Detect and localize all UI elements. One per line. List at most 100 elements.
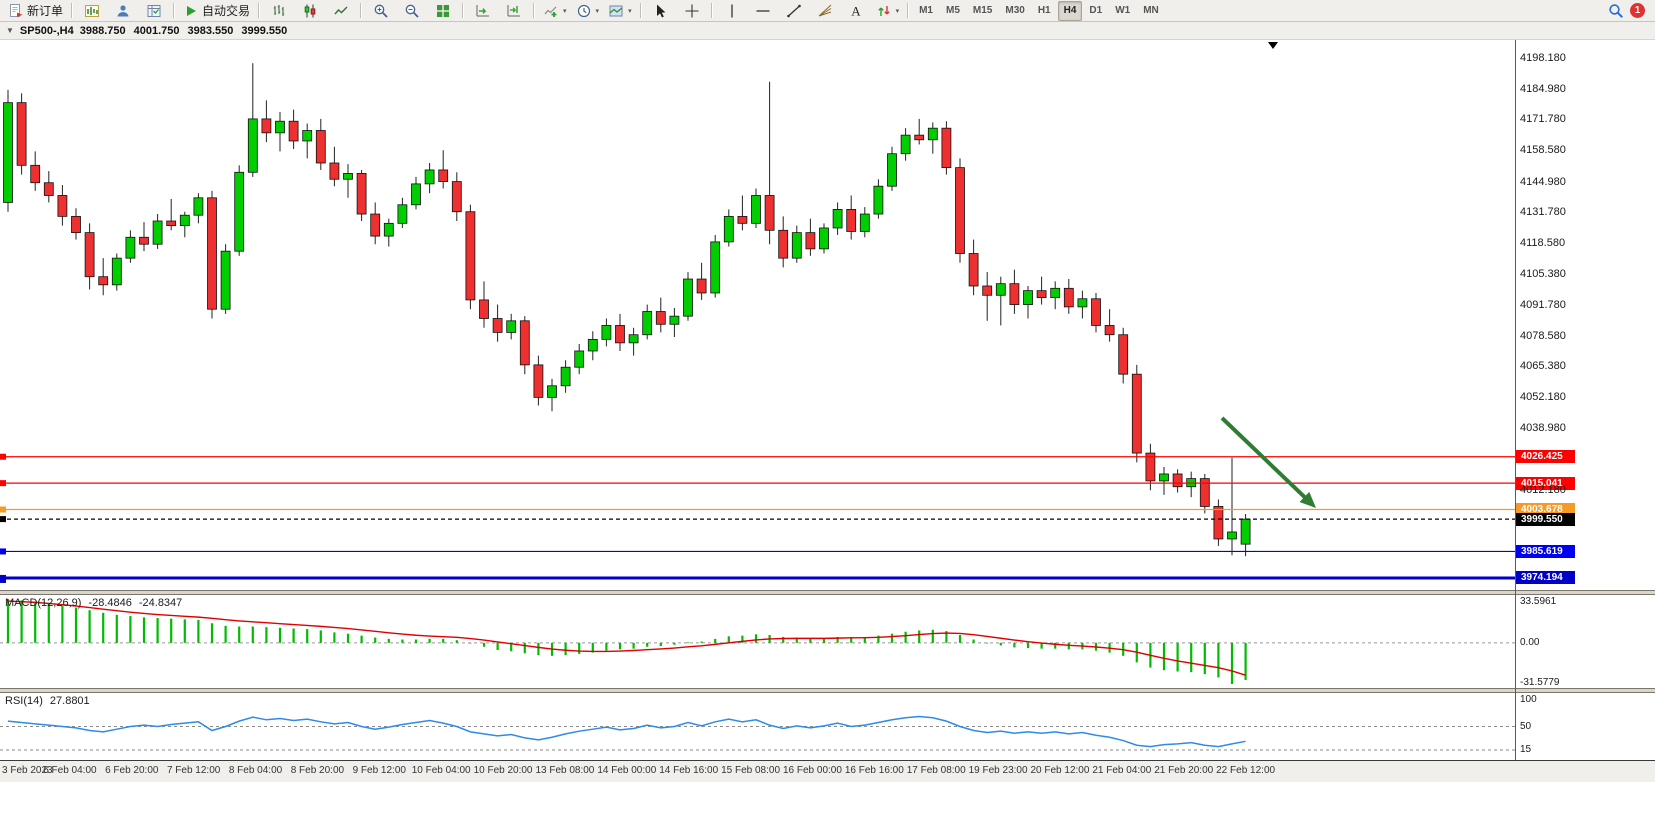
autotrading-button[interactable]: 自动交易 — [179, 0, 254, 22]
timeframe-button-h4[interactable]: H4 — [1057, 0, 1083, 21]
search-icon[interactable] — [1608, 3, 1624, 19]
timeframe-button-m30[interactable]: M30 — [1005, 5, 1025, 16]
time-axis-label: 6 Feb 04:00 — [43, 765, 97, 776]
macd-label: MACD(12,26,9) -28.4846 -24.8347 — [5, 597, 183, 609]
time-axis-label: 16 Feb 00:00 — [782, 765, 842, 776]
line-chart-mode-button[interactable] — [326, 0, 356, 22]
time-axis-label: 22 Feb 12:00 — [1216, 765, 1276, 776]
zoom-in-icon — [374, 4, 388, 18]
price-line-label: 4003.678 — [1516, 503, 1575, 517]
market-watch-button[interactable] — [139, 0, 169, 22]
timeframe-button-h1[interactable]: H1 — [1037, 5, 1051, 16]
arrow-tools-icon — [877, 5, 890, 16]
macd-scale-label: 33.5961 — [1520, 596, 1557, 607]
trendline-button[interactable] — [779, 0, 809, 22]
bar-chart-mode-button[interactable] — [264, 0, 294, 22]
candlestick-chart-icon — [304, 4, 316, 17]
toolbar-separator — [71, 3, 74, 18]
time-axis-label: 14 Feb 00:00 — [597, 765, 657, 776]
text-tool-button[interactable]: A — [841, 0, 871, 22]
market-watch-icon — [147, 4, 161, 17]
price-scale-label: 4091.780 — [1520, 299, 1566, 312]
price-scale-label: 4038.980 — [1520, 421, 1566, 434]
rsi-pane[interactable] — [0, 693, 1515, 760]
pane-separator[interactable] — [0, 688, 1655, 693]
candlestick-mode-button[interactable] — [295, 0, 325, 22]
timeframe-button-mn[interactable]: MN — [1143, 5, 1159, 16]
toolbar-right: 1 — [1608, 3, 1651, 19]
time-axis-label: 21 Feb 04:00 — [1092, 765, 1152, 776]
arrow-tools-button[interactable]: ▾ — [872, 0, 904, 22]
svg-text:A: A — [851, 3, 861, 18]
candles-layer — [3, 63, 1251, 557]
close-value: 3999.550 — [241, 24, 288, 37]
dropdown-caret-icon: ▾ — [595, 7, 600, 15]
time-axis-label: 8 Feb 20:00 — [290, 765, 345, 776]
time-axis-label: 14 Feb 16:00 — [659, 765, 719, 776]
time-axis[interactable]: 3 Feb 2023 6 Feb 04:00 6 Feb 20:00 7 Feb 12… — [0, 760, 1655, 782]
autotrading-label: 自动交易 — [202, 4, 251, 18]
timeframe-button-d1[interactable]: D1 — [1089, 5, 1103, 16]
fibonacci-button[interactable] — [810, 0, 840, 22]
vertical-line-button[interactable] — [717, 0, 747, 22]
templates-icon — [609, 5, 623, 16]
periods-button[interactable]: ▾ — [572, 0, 604, 22]
price-scale-divider — [1515, 40, 1516, 760]
time-axis-label: 19 Feb 23:00 — [968, 765, 1028, 776]
chart-shift-marker-icon[interactable] — [1268, 42, 1278, 49]
timeframe-button-m15[interactable]: M15 — [972, 5, 993, 16]
text-icon: A — [851, 3, 861, 18]
time-axis-label: 21 Feb 20:00 — [1154, 765, 1214, 776]
zoom-out-icon — [405, 4, 419, 18]
macd-scale-label: -31.5779 — [1520, 677, 1560, 688]
timeframe-button-w1[interactable]: W1 — [1115, 5, 1131, 16]
price-scale-label: 4144.980 — [1520, 175, 1566, 188]
profiles-button[interactable] — [108, 0, 138, 22]
price-scale-label: 4158.580 — [1520, 144, 1566, 157]
tile-windows-button[interactable] — [428, 0, 458, 22]
price-scale-label: 4184.980 — [1520, 82, 1566, 95]
horizontal-line-icon — [756, 9, 770, 12]
time-axis-label: 3 Feb 2023 — [2, 765, 53, 776]
collapse-ohlc-icon[interactable]: ▼ — [6, 26, 14, 35]
chart-shift-icon — [507, 4, 521, 16]
time-axis-label: 6 Feb 20:00 — [105, 765, 159, 776]
pane-separator[interactable] — [0, 590, 1655, 595]
timeframe-button-m1[interactable]: M1 — [919, 5, 933, 16]
rsi-scale-label: 50 — [1520, 720, 1532, 732]
periods-clock-icon — [577, 4, 590, 17]
price-line-label: 4015.041 — [1516, 476, 1575, 490]
time-axis-label: 7 Feb 12:00 — [166, 765, 221, 776]
horizontal-line-button[interactable] — [748, 0, 778, 22]
time-axis-label: 9 Feb 12:00 — [352, 765, 406, 776]
chart-title-bar: ▼ SP500-,H4 3988.750 4001.750 3983.550 3… — [0, 22, 1655, 40]
timeframe-button-m5[interactable]: M5 — [946, 5, 960, 16]
indicators-button[interactable]: ▾ — [539, 0, 571, 22]
zoom-in-button[interactable] — [366, 0, 396, 22]
autotrading-play-icon — [187, 5, 197, 16]
dropdown-caret-icon: ▾ — [563, 7, 567, 15]
new-chart-button[interactable] — [77, 0, 107, 22]
low-value: 3983.550 — [187, 24, 234, 37]
chart-shift-button[interactable] — [499, 0, 529, 22]
vertical-line-icon — [730, 4, 733, 17]
zoom-out-button[interactable] — [397, 0, 427, 22]
auto-scroll-button[interactable] — [468, 0, 498, 22]
price-scale-label: 4198.180 — [1520, 52, 1566, 65]
trendline-icon — [786, 4, 801, 17]
crosshair-button[interactable] — [677, 0, 707, 22]
rsi-label: RSI(14) 27.8801 — [5, 695, 90, 707]
price-chart-pane[interactable] — [0, 40, 1515, 590]
notification-badge[interactable]: 1 — [1630, 3, 1645, 18]
new-order-button[interactable]: 新订单 — [4, 0, 67, 22]
price-scale-label: 4131.780 — [1520, 206, 1566, 219]
symbol-period: SP500-,H4 — [19, 24, 74, 37]
price-scale-label: 4078.580 — [1520, 329, 1566, 342]
macd-pane[interactable] — [0, 595, 1515, 688]
time-axis-label: 10 Feb 20:00 — [473, 765, 533, 776]
templates-button[interactable]: ▾ — [604, 0, 636, 22]
cursor-button[interactable] — [646, 0, 676, 22]
price-scale-label: 4012.180 — [1520, 483, 1566, 496]
time-axis-label: 10 Feb 04:00 — [411, 765, 471, 776]
